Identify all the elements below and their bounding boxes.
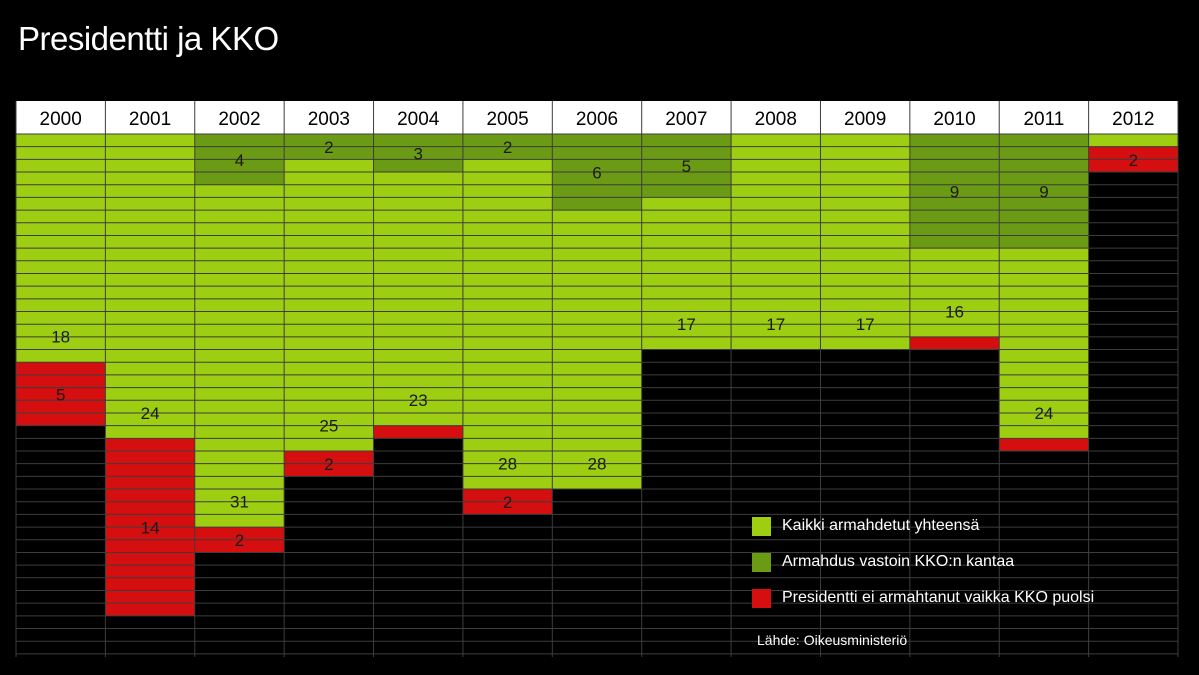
- bar-against-2004: [373, 134, 463, 173]
- legend-label-against: Armahdus vastoin KKO:n kantaa: [782, 553, 1015, 570]
- bar-against-2010: [909, 134, 1000, 249]
- year-label-2005: 2005: [486, 109, 528, 130]
- label-total-2006: 28: [588, 455, 607, 474]
- legend-swatch-against: [752, 552, 771, 572]
- year-label-2006: 2006: [576, 109, 618, 130]
- label-total-2007: 17: [677, 315, 696, 334]
- bar-refused-2011: [999, 438, 1089, 451]
- bar-total-2012: [1088, 134, 1178, 147]
- year-label-2001: 2001: [129, 109, 171, 130]
- label-total-2005: 28: [498, 455, 517, 474]
- year-label-2000: 2000: [40, 109, 82, 130]
- bar-refused-2000: [16, 362, 106, 426]
- label-refused-2002: 2: [235, 531, 244, 550]
- year-label-2010: 2010: [933, 109, 975, 130]
- year-label-2002: 2002: [218, 109, 260, 130]
- year-label-2012: 2012: [1112, 109, 1154, 130]
- label-total-2003: 25: [319, 416, 338, 435]
- year-label-2003: 2003: [308, 109, 350, 130]
- label-refused-2005: 2: [503, 493, 512, 512]
- label-total-2004: 23: [409, 391, 428, 410]
- label-total-2008: 17: [766, 315, 785, 334]
- label-refused-2012: 2: [1129, 151, 1138, 170]
- legend-swatch-total: [752, 516, 771, 536]
- chart-title: Presidentti ja KKO: [18, 20, 279, 57]
- bar-against-2007: [641, 134, 732, 198]
- label-total-2011: 24: [1034, 404, 1053, 423]
- label-refused-2000: 5: [56, 385, 65, 404]
- legend-label-total: Kaikki armahdetut yhteensä: [782, 517, 980, 534]
- label-total-2009: 17: [856, 315, 875, 334]
- bar-total-2008: [731, 134, 821, 350]
- legend-item-against: Armahdus vastoin KKO:n kantaa: [752, 544, 1094, 580]
- year-label-2009: 2009: [844, 109, 886, 130]
- label-against-2010: 9: [950, 183, 959, 202]
- label-total-2000: 18: [51, 328, 70, 347]
- year-label-2007: 2007: [665, 109, 707, 130]
- label-against-2011: 9: [1039, 183, 1048, 202]
- label-total-2010: 16: [945, 302, 964, 321]
- legend-item-total: Kaikki armahdetut yhteensä: [752, 508, 1094, 544]
- bar-against-2011: [999, 134, 1089, 249]
- label-against-2003: 2: [324, 138, 333, 157]
- label-against-2006: 6: [592, 164, 601, 183]
- legend-label-refused: Presidentti ei armahtanut vaikka KKO puo…: [782, 589, 1095, 606]
- label-against-2005: 2: [503, 138, 512, 157]
- bar-total-2003: [284, 134, 374, 451]
- year-label-2004: 2004: [397, 109, 440, 130]
- bar-refused-2010: [909, 336, 1000, 350]
- legend-swatch-refused: [752, 588, 771, 608]
- label-refused-2001: 14: [141, 519, 160, 538]
- legend: Kaikki armahdetut yhteensä Armahdus vast…: [752, 508, 1094, 616]
- bar-total-2009: [820, 134, 910, 350]
- source-note: Lähde: Oikeusministeriö: [757, 632, 908, 648]
- label-refused-2003: 2: [324, 455, 333, 474]
- bar-refused-2004: [373, 425, 463, 439]
- bar-total-2004: [373, 134, 463, 426]
- label-against-2002: 4: [235, 151, 244, 170]
- year-header-band: [16, 101, 1178, 134]
- label-total-2002: 31: [230, 493, 249, 512]
- label-against-2004: 3: [413, 145, 422, 164]
- legend-item-refused: Presidentti ei armahtanut vaikka KKO puo…: [752, 580, 1094, 616]
- year-label-2008: 2008: [755, 109, 797, 130]
- label-against-2007: 5: [682, 157, 691, 176]
- label-total-2001: 24: [141, 404, 160, 423]
- bar-total-2002: [194, 134, 285, 528]
- year-label-2011: 2011: [1023, 109, 1064, 130]
